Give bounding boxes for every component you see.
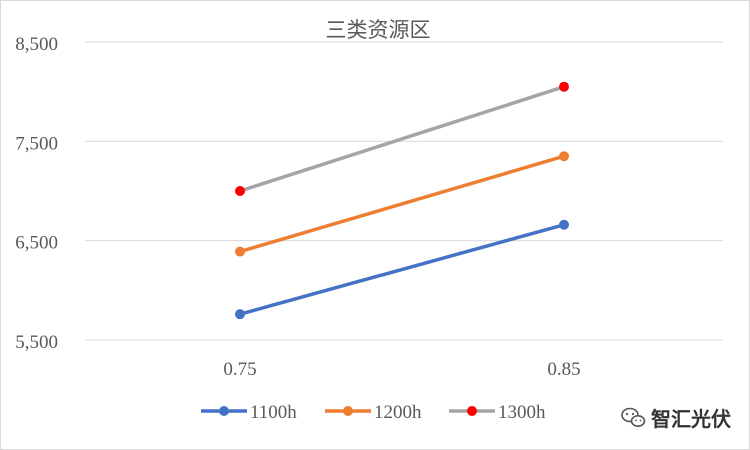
legend-label: 1300h	[498, 402, 546, 423]
legend: 1100h 1200h 1300h	[201, 402, 546, 423]
legend-item-1100h: 1100h	[201, 402, 297, 423]
series-line-1200h	[238, 154, 566, 254]
series-lines	[235, 81, 569, 320]
legend-item-1200h: 1200h	[325, 402, 422, 423]
x-axis-tick-labels: 0.75 0.85	[223, 359, 580, 380]
x-tick-label: 0.75	[223, 359, 256, 380]
x-tick-label: 0.85	[547, 359, 580, 380]
gridlines	[85, 41, 723, 341]
series-1100h	[235, 219, 569, 320]
legend-item-1300h: 1300h	[449, 402, 546, 423]
y-tick-label: 8,500	[15, 34, 58, 55]
data-point-1100h-0	[235, 309, 245, 320]
chart-title: 三类资源区	[326, 18, 431, 42]
data-point-1300h-1	[559, 81, 569, 92]
watermark-text: 智汇光伏	[651, 407, 731, 431]
legend-swatch-marker	[343, 406, 353, 416]
legend-label: 1100h	[250, 402, 297, 423]
series-1300h	[235, 81, 569, 196]
data-point-1100h-1	[559, 219, 569, 230]
y-tick-label: 6,500	[15, 233, 58, 254]
y-tick-label: 5,500	[15, 332, 58, 353]
series-1200h	[235, 151, 569, 257]
legend-swatch-marker	[219, 406, 229, 416]
legend-label: 1200h	[374, 402, 422, 423]
legend-swatch-marker	[467, 406, 477, 416]
y-tick-label: 7,500	[15, 133, 58, 154]
data-point-1200h-1	[559, 151, 569, 162]
y-axis-tick-labels: 5,500 6,500 7,500 8,500	[15, 34, 58, 353]
watermark: 智汇光伏	[621, 407, 731, 431]
series-line-1100h	[238, 223, 566, 316]
data-point-1300h-0	[235, 186, 245, 196]
wechat-icon	[621, 407, 646, 427]
series-line-1300h	[238, 84, 566, 193]
data-point-1200h-0	[235, 246, 245, 257]
